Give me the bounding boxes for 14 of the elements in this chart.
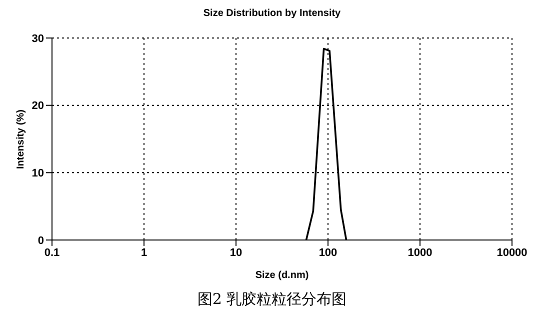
caption: 图2 乳胶粒粒径分布图 (196, 290, 348, 309)
y-tick-label: 10 (32, 168, 44, 180)
y-tick-label: 20 (32, 100, 44, 112)
y-axis-title: Intensity (%) (16, 110, 27, 169)
x-tick-label: 1000 (408, 246, 432, 259)
x-axis-title: Size (d.nm) (255, 270, 309, 281)
chart-title: Size Distribution by Intensity (202, 8, 342, 21)
x-tick-label: 10000 (496, 246, 528, 259)
x-tick-label: 1 (140, 246, 148, 259)
x-tick-label: 0.1 (44, 246, 60, 259)
y-tick-label: 0 (38, 234, 44, 247)
x-tick-label: 100 (318, 246, 338, 259)
x-tick-label: 10 (230, 246, 242, 259)
y-tick-label: 30 (32, 32, 44, 45)
